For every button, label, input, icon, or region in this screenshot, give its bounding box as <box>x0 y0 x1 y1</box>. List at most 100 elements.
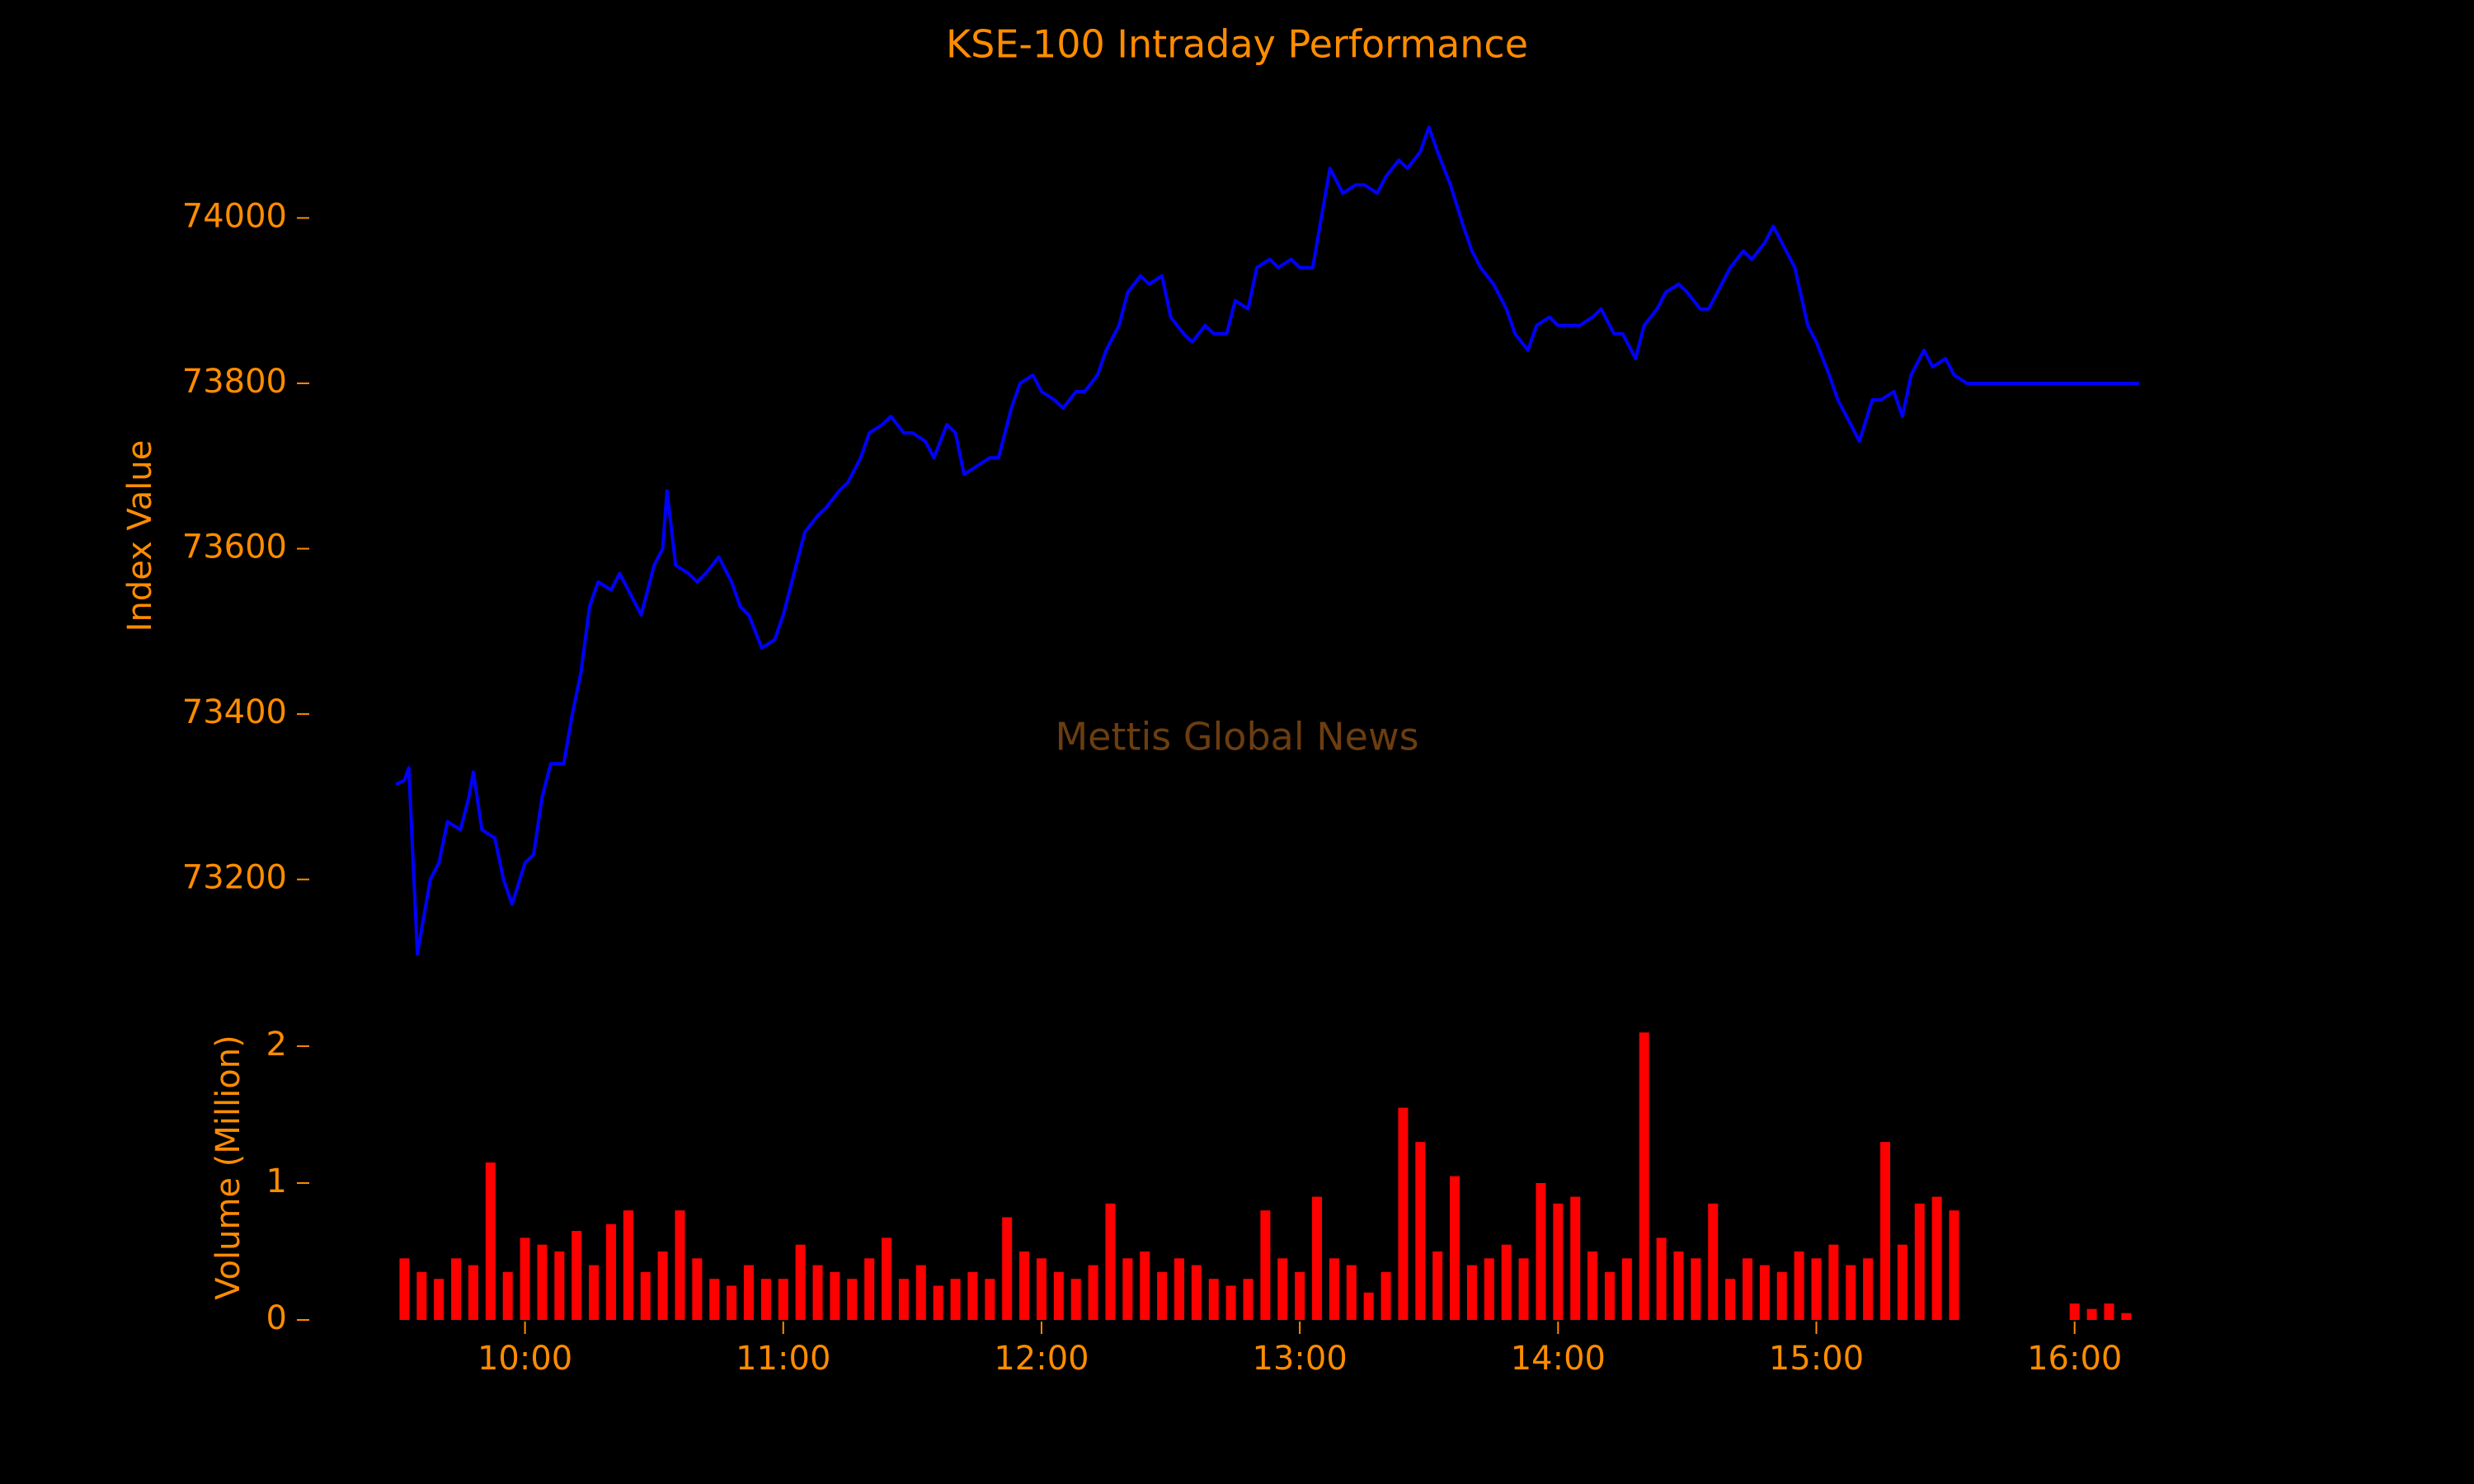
volume-bar <box>520 1237 530 1320</box>
volume-bar <box>744 1265 755 1320</box>
volume-bar <box>727 1285 737 1320</box>
volume-bar <box>915 1265 926 1320</box>
volume-bar <box>675 1210 685 1320</box>
volume-bar <box>1208 1279 1219 1320</box>
volume-bar <box>416 1271 427 1320</box>
volume-bar <box>1019 1251 1030 1320</box>
volume-bar <box>830 1271 840 1320</box>
volume-bar <box>451 1258 462 1320</box>
volume-bar <box>1466 1265 1477 1320</box>
volume-bar <box>898 1279 909 1320</box>
volume-bar <box>1759 1265 1770 1320</box>
volume-bar <box>760 1279 771 1320</box>
x-tick-label: 13:00 <box>1253 1340 1348 1378</box>
volume-bar <box>985 1279 995 1320</box>
volume-bar <box>1880 1142 1891 1320</box>
volume-bar <box>1002 1217 1013 1320</box>
volume-bar <box>1070 1279 1081 1320</box>
y-tick-label: 74000 <box>182 197 287 235</box>
volume-bar <box>1484 1258 1494 1320</box>
y-tick-label: 1 <box>266 1162 287 1200</box>
volume-bar <box>1295 1271 1305 1320</box>
volume-bar <box>1140 1251 1150 1320</box>
volume-bar <box>1776 1271 1787 1320</box>
volume-bar <box>434 1279 444 1320</box>
volume-bar <box>1088 1265 1098 1320</box>
volume-bar <box>1346 1265 1357 1320</box>
y-tick-label: 73600 <box>182 528 287 566</box>
volume-bar <box>1604 1271 1615 1320</box>
watermark: Mettis Global News <box>1055 715 1418 759</box>
volume-bar <box>1570 1196 1581 1320</box>
y-tick-label: 73800 <box>182 363 287 401</box>
volume-bar <box>795 1244 806 1320</box>
volume-bar <box>1174 1258 1184 1320</box>
volume-bar <box>1329 1258 1339 1320</box>
volume-bar <box>2086 1308 2097 1320</box>
volume-bar <box>1846 1265 1856 1320</box>
volume-bar <box>1277 1258 1288 1320</box>
y-tick-label: 73200 <box>182 859 287 897</box>
volume-bar <box>1931 1196 1942 1320</box>
volume-bar <box>640 1271 651 1320</box>
x-tick-label: 15:00 <box>1769 1340 1864 1378</box>
volume-bar <box>1949 1210 1959 1320</box>
volume-bar <box>1036 1258 1047 1320</box>
volume-bar <box>2069 1303 2080 1320</box>
volume-bar <box>623 1210 633 1320</box>
volume-bar <box>1105 1203 1116 1320</box>
y-tick-label: 2 <box>266 1026 287 1064</box>
volume-bar <box>605 1223 616 1320</box>
volume-bar <box>864 1258 875 1320</box>
volume-bar <box>1708 1203 1719 1320</box>
volume-bar <box>2104 1303 2114 1320</box>
volume-bar <box>589 1265 600 1320</box>
volume-bar <box>1243 1279 1253 1320</box>
volume-bar <box>1260 1210 1271 1320</box>
volume-bar <box>1621 1258 1632 1320</box>
y-axis-label: Volume (Million) <box>209 1035 247 1299</box>
volume-bar <box>847 1279 858 1320</box>
volume-bar <box>1432 1251 1443 1320</box>
volume-bar <box>967 1271 978 1320</box>
volume-bar <box>1553 1203 1564 1320</box>
x-tick-label: 12:00 <box>994 1340 1089 1378</box>
volume-bar <box>692 1258 703 1320</box>
volume-bar <box>657 1251 668 1320</box>
y-tick-label: 0 <box>266 1299 287 1337</box>
volume-bar <box>468 1265 478 1320</box>
volume-bar <box>1743 1258 1753 1320</box>
volume-bar <box>1536 1182 1546 1320</box>
volume-bar <box>1656 1237 1667 1320</box>
volume-bar <box>1501 1244 1512 1320</box>
volume-bar <box>950 1279 961 1320</box>
volume-bar <box>1398 1107 1409 1320</box>
volume-bar <box>399 1258 410 1320</box>
chart-title: KSE-100 Intraday Performance <box>946 22 1528 67</box>
volume-bar <box>1828 1244 1839 1320</box>
x-tick-label: 11:00 <box>736 1340 830 1378</box>
x-tick-label: 14:00 <box>1511 1340 1606 1378</box>
volume-bar <box>554 1251 565 1320</box>
volume-bar <box>1691 1258 1701 1320</box>
volume-bar <box>502 1271 513 1320</box>
index-line <box>395 125 2139 956</box>
volume-bar <box>1225 1285 1236 1320</box>
volume-bar <box>1639 1032 1649 1320</box>
volume-bar <box>1863 1258 1874 1320</box>
volume-bar <box>933 1285 943 1320</box>
volume-bar <box>1191 1265 1202 1320</box>
volume-bar <box>1450 1176 1460 1320</box>
volume-bar <box>1312 1196 1323 1320</box>
volume-bar <box>1673 1251 1684 1320</box>
volume-bar <box>812 1265 823 1320</box>
volume-bar <box>1122 1258 1133 1320</box>
x-tick-label: 10:00 <box>477 1340 572 1378</box>
volume-bar <box>1380 1271 1391 1320</box>
volume-bar <box>709 1279 720 1320</box>
volume-bar <box>1053 1271 1064 1320</box>
volume-bar <box>1725 1279 1736 1320</box>
y-tick-label: 73400 <box>182 693 287 731</box>
